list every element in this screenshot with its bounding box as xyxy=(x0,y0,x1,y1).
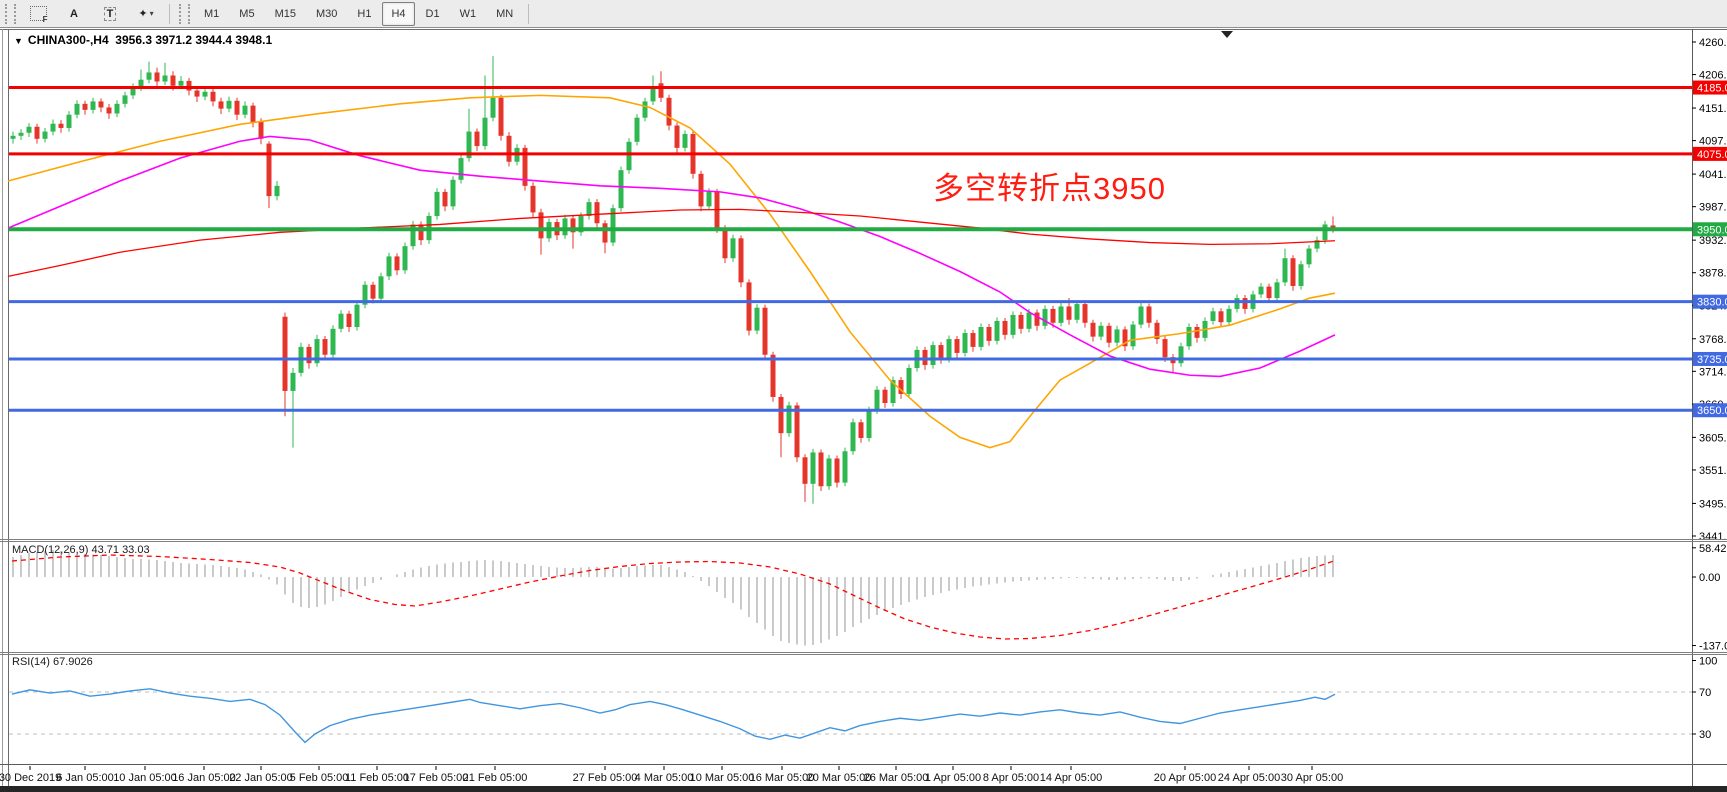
price-level-badge: 3735.0 xyxy=(1693,351,1727,366)
svg-text:3735.0: 3735.0 xyxy=(1697,354,1727,366)
svg-text:4075.0: 4075.0 xyxy=(1697,149,1727,161)
red-ma-line xyxy=(7,208,1336,277)
svg-text:20 Mar 05:00: 20 Mar 05:00 xyxy=(807,772,872,784)
svg-text:10 Jan 05:00: 10 Jan 05:00 xyxy=(113,772,177,784)
svg-text:10 Mar 05:00: 10 Mar 05:00 xyxy=(690,772,755,784)
ohlc-readout: 3956.3 3971.2 3944.4 3948.1 xyxy=(115,33,273,47)
toolbar-grip[interactable] xyxy=(179,3,190,24)
svg-text:22 Jan 05:00: 22 Jan 05:00 xyxy=(229,772,293,784)
svg-text:3950.0: 3950.0 xyxy=(1697,224,1727,236)
svg-text:-137.09: -137.09 xyxy=(1699,641,1727,653)
rsi-panel xyxy=(9,660,1696,735)
svg-text:4151.0: 4151.0 xyxy=(1699,103,1727,115)
price-level-badge: 4185.0 xyxy=(1693,80,1727,95)
svg-text:3987.5: 3987.5 xyxy=(1699,202,1727,214)
toolbar-separator xyxy=(169,3,170,24)
svg-text:4 Mar 05:00: 4 Mar 05:00 xyxy=(635,772,694,784)
rsi-line xyxy=(11,688,1336,744)
draw-tools-icon: ✦ xyxy=(138,8,148,20)
svg-text:6 Jan 05:00: 6 Jan 05:00 xyxy=(56,772,114,784)
timeframe-m1-button[interactable]: M1 xyxy=(204,7,220,20)
svg-text:0.00: 0.00 xyxy=(1699,572,1720,584)
macd-panel xyxy=(12,547,1696,647)
svg-text:3714.5: 3714.5 xyxy=(1699,366,1727,378)
svg-text:4097.0: 4097.0 xyxy=(1699,136,1727,148)
svg-text:8 Apr 05:00: 8 Apr 05:00 xyxy=(983,772,1039,784)
chart-title: ▼ CHINA300-,H4 3956.3 3971.2 3944.4 3948.… xyxy=(14,33,272,47)
svg-text:17 Feb 05:00: 17 Feb 05:00 xyxy=(404,772,469,784)
collapse-triangle-icon[interactable]: ▼ xyxy=(14,36,23,46)
svg-text:30 Dec 2019: 30 Dec 2019 xyxy=(0,772,61,784)
price-level-badge: 3830.0 xyxy=(1693,294,1727,309)
price-level-badge: 3650.0 xyxy=(1693,403,1727,418)
svg-text:30: 30 xyxy=(1699,729,1711,741)
svg-text:58.42: 58.42 xyxy=(1699,543,1727,555)
orange-ma-line xyxy=(7,94,1336,449)
toolbar-separator xyxy=(528,3,530,24)
grid-f-icon: F xyxy=(29,6,48,24)
svg-text:3551.0: 3551.0 xyxy=(1699,465,1727,477)
timeframe-h4-button[interactable]: H4 xyxy=(382,1,415,26)
draw-tools-button[interactable]: ✦ ▾ xyxy=(129,2,163,26)
svg-text:3650.0: 3650.0 xyxy=(1697,405,1727,417)
timeframe-m15-button[interactable]: M15 xyxy=(274,7,296,20)
window-bottom-edge xyxy=(0,786,1727,792)
price-level-badge: 4075.0 xyxy=(1693,146,1727,161)
chart-annotation[interactable]: 多空转折点3950 xyxy=(933,171,1166,206)
timeframe-h1-button[interactable]: H1 xyxy=(357,7,372,20)
symbol-label: CHINA300-,H4 xyxy=(27,33,109,47)
macd-signal-line xyxy=(11,554,1336,640)
macd-indicator-label: MACD(12,26,9) 43.71 33.03 xyxy=(12,544,150,556)
timeframe-mn-button[interactable]: MN xyxy=(496,7,514,20)
svg-text:20 Apr 05:00: 20 Apr 05:00 xyxy=(1154,772,1216,784)
templates-button[interactable]: F xyxy=(21,2,55,26)
font-a-icon: A xyxy=(70,7,78,20)
svg-text:3878.0: 3878.0 xyxy=(1699,268,1727,280)
rsi-indicator-label: RSI(14) 67.9026 xyxy=(12,656,93,668)
chart-shift-marker-icon[interactable] xyxy=(1221,31,1233,38)
svg-text:4206.5: 4206.5 xyxy=(1699,70,1727,82)
timeframe-m5-button[interactable]: M5 xyxy=(239,7,255,20)
svg-text:21 Feb 05:00: 21 Feb 05:00 xyxy=(463,772,528,784)
chart-canvas[interactable]: 4260.5 4206.5 4151.0 4097.0 4041.5 3987.5 3932… xyxy=(0,29,1727,786)
price-level-badge: 3950.0 xyxy=(1693,222,1727,237)
svg-text:30 Apr 05:00: 30 Apr 05:00 xyxy=(1281,772,1343,784)
svg-text:11 Feb 05:00: 11 Feb 05:00 xyxy=(345,772,409,784)
svg-text:24 Apr 05:00: 24 Apr 05:00 xyxy=(1218,772,1280,784)
text-label-button[interactable]: T xyxy=(93,2,127,26)
svg-text:3495.5: 3495.5 xyxy=(1699,498,1727,510)
svg-text:4260.5: 4260.5 xyxy=(1699,37,1727,49)
timeframe-d1-button[interactable]: D1 xyxy=(425,7,440,20)
svg-text:3932.0: 3932.0 xyxy=(1699,235,1727,247)
font-button[interactable]: A xyxy=(57,2,91,26)
chevron-down-icon: ▾ xyxy=(149,9,154,18)
svg-text:4041.5: 4041.5 xyxy=(1699,169,1727,181)
svg-text:27 Feb 05:00: 27 Feb 05:00 xyxy=(573,772,638,784)
chart-window[interactable]: 4260.5 4206.5 4151.0 4097.0 4041.5 3987.5 3932… xyxy=(0,29,1727,786)
timeframe-w1-button[interactable]: W1 xyxy=(459,7,477,20)
svg-text:26 Mar 05:00: 26 Mar 05:00 xyxy=(864,772,929,784)
timeframe-m30-button[interactable]: M30 xyxy=(315,7,338,20)
toolbar-grip[interactable] xyxy=(5,3,16,24)
magenta-ma-line xyxy=(7,135,1336,378)
svg-text:16 Jan 05:00: 16 Jan 05:00 xyxy=(172,772,236,784)
svg-text:3605.0: 3605.0 xyxy=(1699,432,1727,444)
svg-text:16 Mar 05:00: 16 Mar 05:00 xyxy=(750,772,815,784)
svg-text:70: 70 xyxy=(1699,687,1711,699)
text-label-icon: T xyxy=(103,6,117,21)
svg-text:14 Apr 05:00: 14 Apr 05:00 xyxy=(1040,772,1102,784)
svg-text:3768.5: 3768.5 xyxy=(1699,334,1727,346)
toolbar: F A T ✦ ▾ M1 M5 M15 M30 H1 H4 D1 W1 MN xyxy=(0,0,1727,28)
svg-text:100: 100 xyxy=(1699,656,1717,668)
svg-text:4185.0: 4185.0 xyxy=(1697,83,1727,95)
svg-text:3830.0: 3830.0 xyxy=(1697,297,1727,309)
svg-text:1 Apr 05:00: 1 Apr 05:00 xyxy=(925,772,981,784)
svg-text:5 Feb 05:00: 5 Feb 05:00 xyxy=(290,772,349,784)
